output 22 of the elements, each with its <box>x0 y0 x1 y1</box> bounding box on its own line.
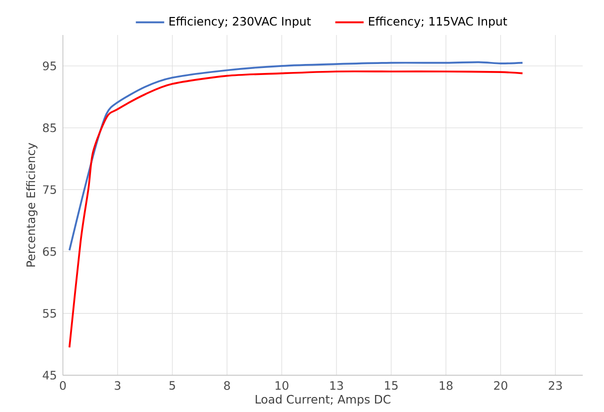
y-tick-label: 65 <box>43 247 56 256</box>
y-tick-label: 85 <box>42 123 56 132</box>
x-tick-label: 23 <box>548 381 562 390</box>
y-axis-title: Percentage Efficiency <box>26 142 38 266</box>
x-tick-label: 15 <box>385 381 398 390</box>
x-tick-label: 18 <box>440 381 453 390</box>
x-tick-label: 8 <box>224 381 230 390</box>
legend-label: Efficency; 115VAC Input <box>369 16 508 28</box>
line-series <box>68 61 524 252</box>
y-tick-label: 45 <box>42 370 56 380</box>
y-tick-label: 75 <box>43 185 56 194</box>
x-axis-title: Load Current; Amps DC <box>256 394 390 406</box>
y-tick-label: 95 <box>42 61 56 70</box>
x-tick-label: 10 <box>276 381 288 390</box>
y-tick-label: 55 <box>43 309 56 318</box>
x-tick-label: 20 <box>494 381 508 390</box>
legend-label: Efficiency; 230VAC Input <box>170 16 311 28</box>
line-series <box>68 70 524 348</box>
x-tick-label: 3 <box>114 381 120 390</box>
x-tick-label: 0 <box>60 381 66 390</box>
x-tick-label: 13 <box>330 381 343 390</box>
x-tick-label: 5 <box>169 381 175 390</box>
